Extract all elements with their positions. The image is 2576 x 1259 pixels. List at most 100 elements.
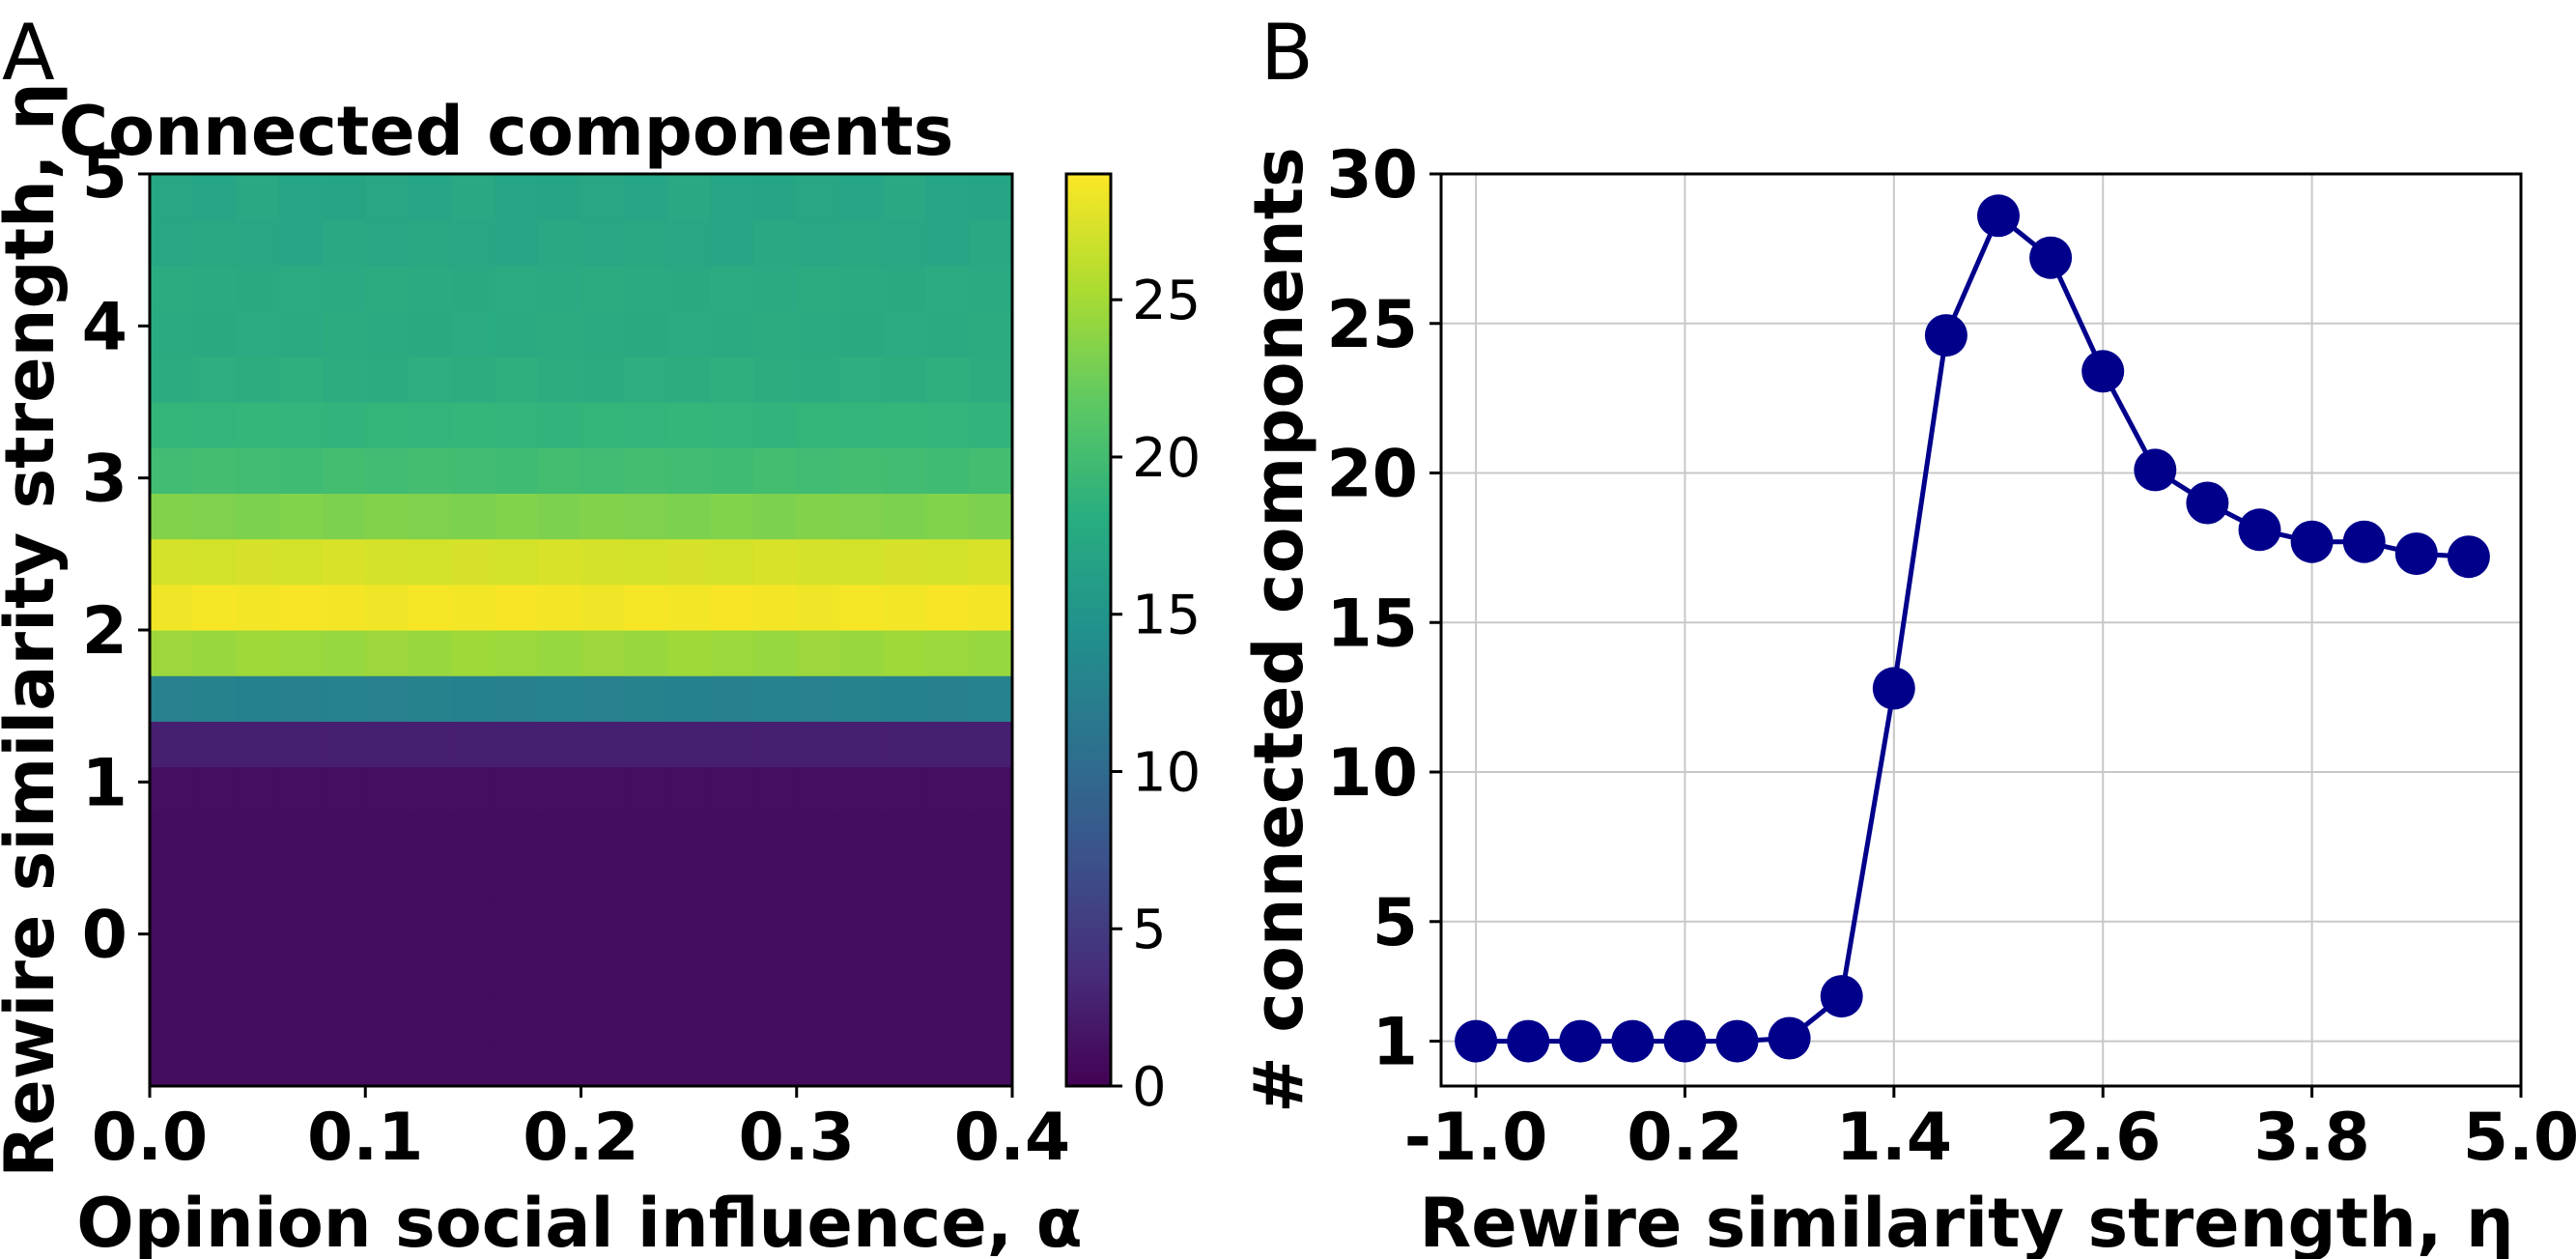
heatmap-cell	[192, 265, 237, 312]
heatmap-cell	[495, 310, 539, 358]
heatmap-cell	[495, 903, 539, 950]
heatmap-cell	[365, 265, 410, 312]
heatmap-cell	[150, 675, 194, 722]
heatmap-cell	[624, 766, 668, 814]
heatmap-cell	[192, 721, 237, 768]
colorbar-tick-label: 0	[1132, 1056, 1167, 1119]
heatmap-cell	[236, 858, 280, 904]
heatmap-cell	[192, 402, 237, 448]
heatmap-cell	[408, 402, 453, 448]
heatmap-cell	[580, 994, 625, 1042]
line-chart-point	[2290, 520, 2334, 563]
heatmap-cell	[580, 858, 625, 904]
line-chart-point	[1820, 975, 1863, 1018]
heatmap-cell	[710, 265, 754, 312]
heatmap-cell	[580, 402, 625, 448]
heatmap-cell	[969, 630, 1013, 676]
heatmap-cell	[624, 584, 668, 631]
heatmap-cell	[796, 812, 840, 859]
heatmap-cell	[796, 493, 840, 540]
heatmap-cell	[925, 402, 970, 448]
heatmap-cell	[753, 310, 798, 358]
heatmap-cell	[408, 1040, 453, 1087]
heatmap-cell	[969, 721, 1013, 768]
line-chart-point	[1611, 1019, 1655, 1063]
heatmap-cell	[408, 675, 453, 722]
colorbar-tick-label: 25	[1132, 270, 1201, 332]
heatmap-cell	[753, 174, 798, 220]
heatmap-cell	[796, 675, 840, 722]
heatmap-cell	[408, 994, 453, 1042]
heatmap-cell	[495, 721, 539, 768]
heatmap-cell	[753, 356, 798, 403]
heatmap-cell	[150, 858, 194, 904]
heatmap-cell	[408, 174, 453, 220]
heatmap-cell	[839, 174, 884, 220]
heatmap-cell	[666, 858, 712, 904]
heatmap-cell	[408, 493, 453, 540]
heatmap-cell	[969, 584, 1013, 631]
heatmap-cell	[192, 1040, 237, 1087]
heatmap-cell	[451, 538, 495, 586]
line-chart-y-tick-label: 5	[1373, 885, 1418, 961]
heatmap-cell	[322, 1040, 366, 1087]
heatmap-cell	[150, 721, 194, 768]
heatmap-cell	[192, 675, 237, 722]
heatmap-cell	[925, 356, 970, 403]
heatmap-cell	[150, 219, 194, 266]
heatmap-cell	[839, 219, 884, 266]
heatmap-cell	[192, 858, 237, 904]
heatmap-cell	[796, 766, 840, 814]
line-chart-y-tick-label: 1	[1373, 1005, 1418, 1081]
heatmap-cell	[495, 356, 539, 403]
line-chart-points	[1455, 194, 2490, 1063]
heatmap-cell	[537, 994, 582, 1042]
heatmap-cell	[278, 584, 324, 631]
heatmap-cell	[408, 310, 453, 358]
heatmap-cell	[537, 1040, 582, 1087]
heatmap-cell	[451, 766, 495, 814]
line-chart-point	[2134, 448, 2177, 492]
heatmap-cell	[839, 493, 884, 540]
line-chart-x-tick-label: 1.4	[1836, 1100, 1952, 1176]
heatmap-cell	[710, 949, 754, 996]
heatmap-cell	[666, 721, 712, 768]
heatmap-cell	[883, 766, 927, 814]
line-chart-point	[2394, 532, 2438, 576]
heatmap-cell	[495, 538, 539, 586]
heatmap-cell	[365, 1040, 410, 1087]
heatmap-cell	[666, 949, 712, 996]
heatmap-cell	[150, 584, 194, 631]
heatmap-cell	[537, 812, 582, 859]
heatmap-cell	[322, 219, 366, 266]
heatmap-cell	[278, 994, 324, 1042]
heatmap-cell	[451, 174, 495, 220]
heatmap-cell	[236, 994, 280, 1042]
heatmap-cell	[796, 584, 840, 631]
heatmap-cell	[495, 584, 539, 631]
heatmap-cell	[969, 174, 1013, 220]
heatmap-cell	[192, 219, 237, 266]
heatmap-cell	[495, 994, 539, 1042]
heatmap-cell	[537, 493, 582, 540]
heatmap-cell	[322, 356, 366, 403]
heatmap-cell	[278, 402, 324, 448]
heatmap-cell	[580, 630, 625, 676]
heatmap-cell	[624, 630, 668, 676]
heatmap-cell	[451, 265, 495, 312]
heatmap-cell	[883, 174, 927, 220]
heatmap-cell	[192, 630, 237, 676]
heatmap-cell	[796, 310, 840, 358]
heatmap-cell	[883, 402, 927, 448]
heatmap-cell	[451, 402, 495, 448]
heatmap-cell	[365, 310, 410, 358]
line-chart-point	[2186, 481, 2229, 525]
colorbar-tick-label: 5	[1132, 899, 1167, 961]
heatmap-cell	[278, 1040, 324, 1087]
heatmap-cell	[969, 493, 1013, 540]
heatmap-cell	[236, 174, 280, 220]
heatmap-cell	[192, 447, 237, 494]
heatmap-cell	[451, 1040, 495, 1087]
heatmap-cell	[925, 858, 970, 904]
heatmap-cell	[537, 584, 582, 631]
